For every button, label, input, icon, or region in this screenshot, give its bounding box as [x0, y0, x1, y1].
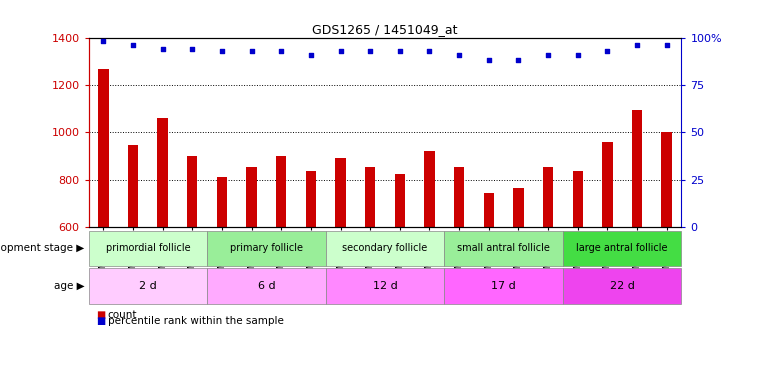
Bar: [276, 156, 286, 369]
Point: [542, 51, 554, 57]
Point: [393, 48, 406, 54]
Title: GDS1265 / 1451049_at: GDS1265 / 1451049_at: [313, 23, 457, 36]
Bar: [217, 177, 227, 369]
Text: age ▶: age ▶: [54, 281, 85, 291]
Point: [186, 46, 199, 52]
Bar: [336, 158, 346, 369]
Text: 22 d: 22 d: [610, 281, 634, 291]
Point: [275, 48, 287, 54]
Text: secondary follicle: secondary follicle: [343, 243, 427, 254]
Text: large antral follicle: large antral follicle: [577, 243, 668, 254]
Point: [424, 48, 436, 54]
Text: 2 d: 2 d: [139, 281, 157, 291]
Text: ■: ■: [96, 316, 105, 326]
Bar: [306, 171, 316, 369]
Text: development stage ▶: development stage ▶: [0, 243, 85, 254]
Text: percentile rank within the sample: percentile rank within the sample: [108, 316, 283, 326]
Text: 12 d: 12 d: [373, 281, 397, 291]
Bar: [128, 145, 138, 369]
Point: [364, 48, 377, 54]
Bar: [543, 166, 553, 369]
Bar: [187, 156, 197, 369]
Bar: [158, 118, 168, 369]
Text: primordial follicle: primordial follicle: [105, 243, 190, 254]
Text: 17 d: 17 d: [491, 281, 516, 291]
Bar: [632, 110, 642, 369]
Point: [97, 38, 109, 44]
Point: [334, 48, 346, 54]
Text: count: count: [108, 310, 137, 320]
Bar: [573, 171, 583, 369]
Bar: [99, 69, 109, 369]
Point: [216, 48, 228, 54]
Point: [601, 48, 614, 54]
Bar: [661, 132, 671, 369]
Bar: [395, 174, 405, 369]
Point: [483, 57, 495, 63]
Text: 6 d: 6 d: [258, 281, 275, 291]
Point: [661, 42, 673, 48]
Bar: [454, 166, 464, 369]
Bar: [365, 166, 375, 369]
Text: small antral follicle: small antral follicle: [457, 243, 550, 254]
Point: [571, 51, 584, 57]
Point: [246, 48, 258, 54]
Point: [305, 51, 317, 57]
Bar: [602, 142, 612, 369]
Point: [512, 57, 524, 63]
Point: [631, 42, 643, 48]
Bar: [424, 151, 434, 369]
Bar: [484, 192, 494, 369]
Bar: [514, 188, 524, 369]
Point: [453, 51, 465, 57]
Point: [156, 46, 169, 52]
Text: primary follicle: primary follicle: [230, 243, 303, 254]
Bar: [246, 166, 256, 369]
Point: [127, 42, 139, 48]
Text: ■: ■: [96, 310, 105, 320]
